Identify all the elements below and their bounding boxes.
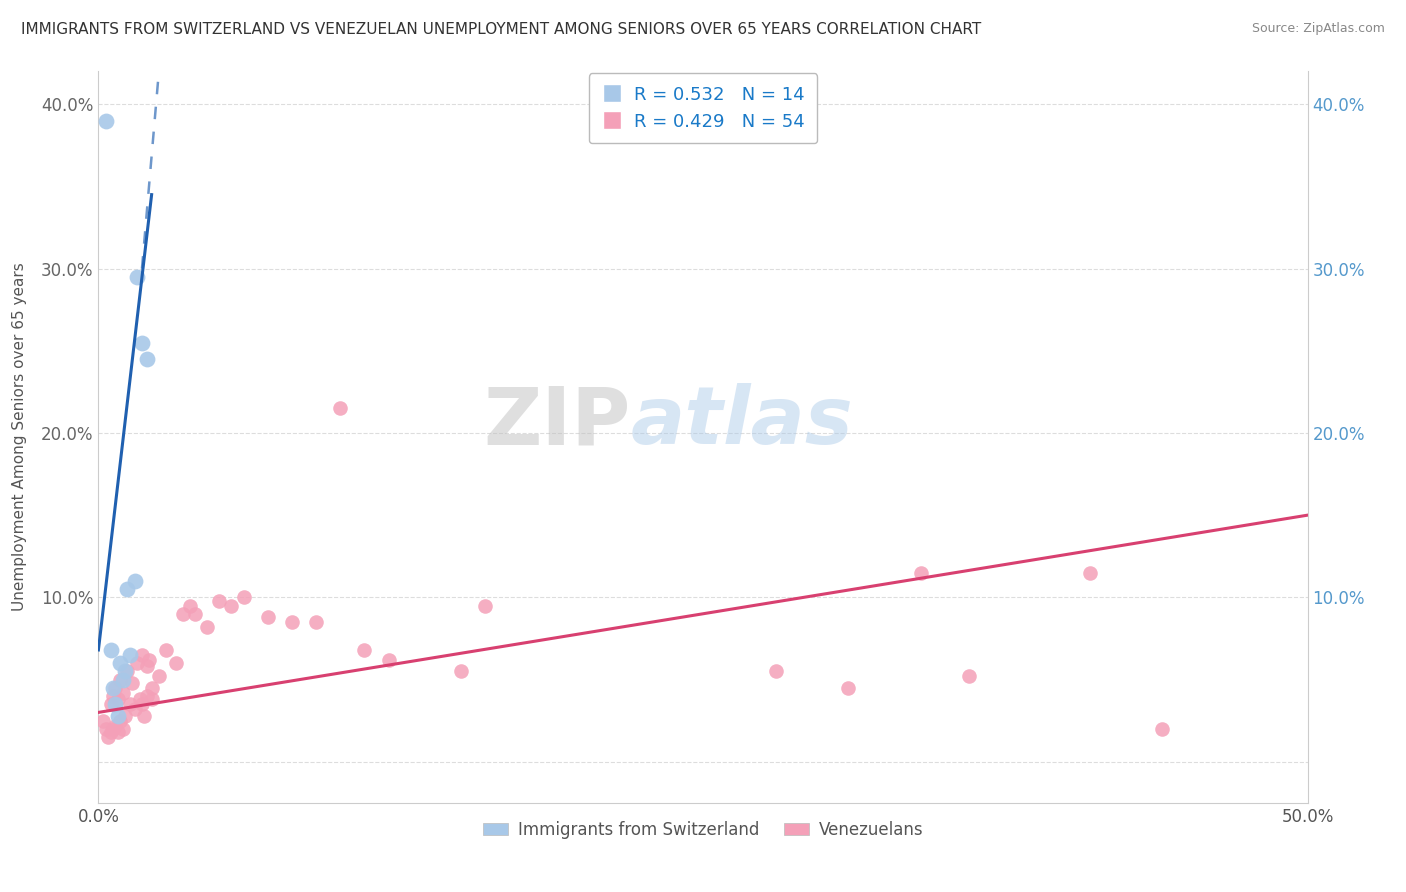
Text: atlas: atlas [630, 384, 853, 461]
Point [107, 692, 129, 706]
Point [100, 643, 122, 657]
Point [101, 689, 124, 703]
Point [104, 718, 127, 732]
Point [141, 681, 163, 695]
Point [117, 582, 139, 596]
Point [135, 689, 157, 703]
Point [94, 113, 117, 128]
Point [1078, 566, 1101, 580]
Text: ZIP: ZIP [484, 384, 630, 461]
Point [101, 722, 124, 736]
Point [377, 653, 399, 667]
Point [131, 335, 153, 350]
Point [155, 643, 177, 657]
Point [134, 708, 156, 723]
Point [104, 681, 127, 695]
Point [131, 697, 153, 711]
Point [111, 673, 134, 687]
Point [107, 708, 129, 723]
Point [100, 725, 122, 739]
Point [108, 656, 131, 670]
Point [141, 692, 163, 706]
Point [127, 656, 149, 670]
Point [108, 673, 131, 687]
Point [135, 659, 157, 673]
Point [221, 599, 243, 613]
Point [256, 610, 278, 624]
Point [135, 351, 157, 366]
Point [127, 269, 149, 284]
Point [232, 591, 254, 605]
Point [195, 620, 218, 634]
Point [111, 686, 134, 700]
Point [118, 697, 141, 711]
Point [1152, 722, 1174, 736]
Point [329, 401, 352, 416]
Point [179, 599, 201, 613]
Point [281, 615, 304, 629]
Point [121, 675, 143, 690]
Point [118, 648, 141, 662]
Point [910, 566, 932, 580]
Point [101, 681, 124, 695]
Point [114, 665, 136, 679]
Point [765, 665, 787, 679]
Point [138, 653, 160, 667]
Point [111, 722, 134, 736]
Point [104, 697, 127, 711]
Point [474, 599, 496, 613]
Point [100, 697, 122, 711]
Point [353, 643, 375, 657]
Point [450, 665, 472, 679]
Point [208, 593, 231, 607]
Point [108, 714, 131, 728]
Point [97, 730, 120, 744]
Point [114, 708, 136, 723]
Point [184, 607, 207, 621]
Point [172, 607, 194, 621]
Point [837, 681, 859, 695]
Point [124, 574, 146, 588]
Point [148, 669, 170, 683]
Text: IMMIGRANTS FROM SWITZERLAND VS VENEZUELAN UNEMPLOYMENT AMONG SENIORS OVER 65 YEA: IMMIGRANTS FROM SWITZERLAND VS VENEZUELA… [21, 22, 981, 37]
Point [117, 665, 139, 679]
Point [131, 648, 153, 662]
Y-axis label: Unemployment Among Seniors over 65 years: Unemployment Among Seniors over 65 years [13, 263, 27, 611]
Point [305, 615, 328, 629]
Point [957, 669, 980, 683]
Legend: Immigrants from Switzerland, Venezuelans: Immigrants from Switzerland, Venezuelans [475, 814, 931, 846]
Point [165, 656, 187, 670]
Text: Source: ZipAtlas.com: Source: ZipAtlas.com [1251, 22, 1385, 36]
Point [107, 725, 129, 739]
Point [94, 722, 117, 736]
Point [128, 692, 150, 706]
Point [91, 714, 114, 728]
Point [124, 702, 146, 716]
